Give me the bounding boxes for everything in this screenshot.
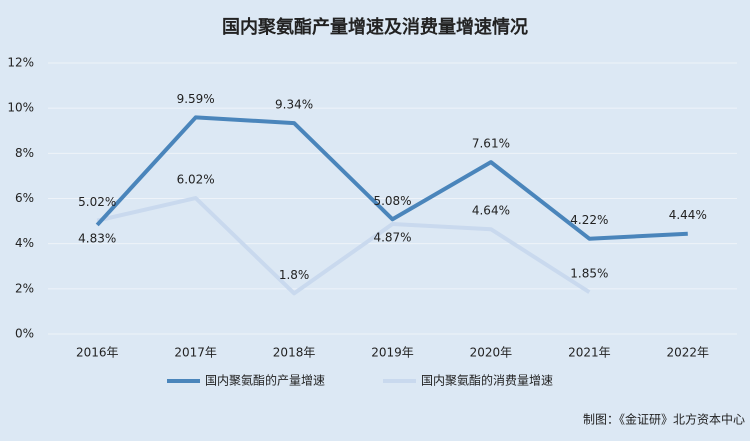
y-tick-label: 2%	[15, 281, 34, 295]
y-tick-label: 8%	[15, 146, 34, 160]
x-tick-label: 2019年	[371, 346, 414, 360]
y-tick-label: 10%	[7, 101, 34, 115]
y-tick-label: 12%	[7, 56, 34, 70]
data-label: 5.02%	[78, 195, 116, 209]
source-note: 制图：《金证研》北方资本中心	[583, 412, 745, 427]
x-tick-label: 2021年	[568, 346, 611, 360]
data-label: 1.8%	[279, 268, 310, 282]
line-series	[96, 196, 591, 296]
data-label: 6.02%	[177, 173, 215, 187]
y-tick-label: 6%	[15, 191, 34, 205]
legend-label: 国内聚氨酯的消费量增速	[421, 373, 553, 388]
chart-title: 国内聚氨酯产量增速及消费量增速情况	[222, 16, 528, 38]
x-tick-label: 2022年	[667, 346, 710, 360]
x-tick-label: 2018年	[273, 346, 316, 360]
data-label: 9.59%	[177, 92, 215, 106]
data-label: 7.61%	[472, 137, 510, 151]
y-tick-label: 4%	[15, 236, 34, 250]
line-series	[95, 115, 688, 241]
data-label: 4.87%	[373, 231, 411, 245]
x-tick-label: 2020年	[470, 346, 513, 360]
legend-label: 国内聚氨酯的产量增速	[205, 373, 325, 388]
x-tick-label: 2016年	[76, 346, 119, 360]
data-label: 4.83%	[78, 231, 116, 245]
data-label: 1.85%	[570, 267, 608, 281]
data-label: 4.64%	[472, 204, 510, 218]
data-label: 4.44%	[669, 208, 707, 222]
data-label: 4.22%	[570, 213, 608, 227]
x-tick-label: 2017年	[174, 346, 217, 360]
data-label: 5.08%	[373, 194, 411, 208]
data-label: 9.34%	[275, 98, 313, 112]
y-tick-label: 0%	[15, 327, 34, 341]
